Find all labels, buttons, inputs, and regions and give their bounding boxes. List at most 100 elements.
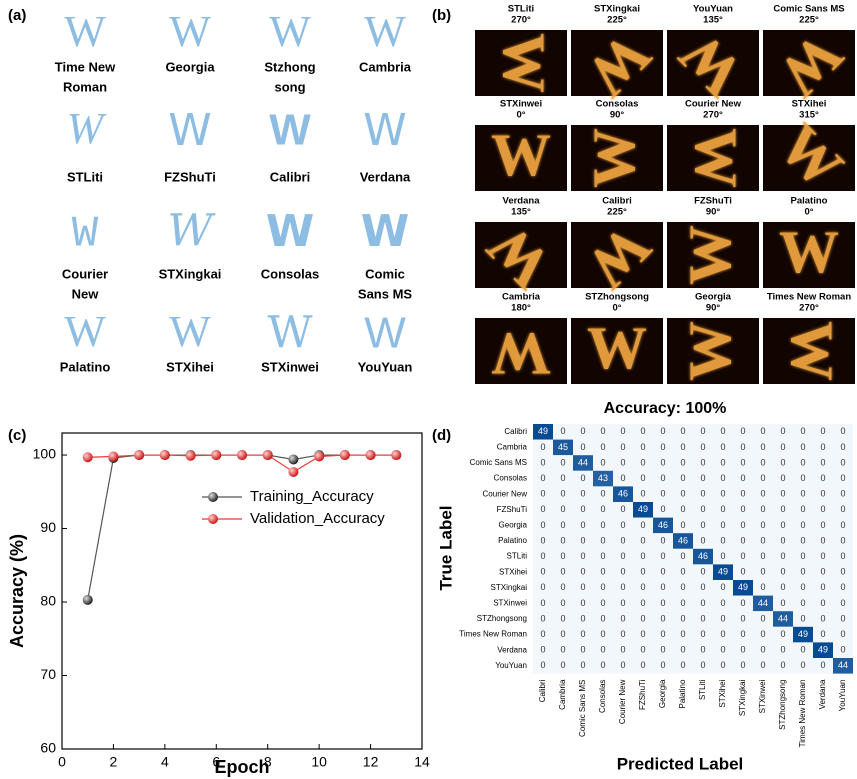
image-title: Verdana bbox=[503, 196, 541, 207]
cell-value: 0 bbox=[720, 551, 725, 561]
image-frame bbox=[763, 318, 855, 384]
matrix-cell bbox=[593, 626, 613, 643]
image-frame bbox=[571, 125, 663, 191]
font-label: STXinwei bbox=[261, 359, 319, 374]
cell-value: 0 bbox=[800, 504, 805, 514]
cell-value: 0 bbox=[620, 535, 625, 545]
cell-value: 0 bbox=[580, 613, 585, 623]
col-label: STXihei bbox=[718, 679, 727, 707]
image-angle: 225° bbox=[607, 15, 627, 26]
matrix-cell bbox=[613, 642, 633, 658]
matrix-cell bbox=[693, 486, 713, 502]
cell-value: 0 bbox=[600, 457, 605, 467]
cell-value: 0 bbox=[720, 504, 725, 514]
matrix-cell bbox=[753, 517, 773, 534]
matrix-cell bbox=[793, 580, 813, 596]
cell-value: 0 bbox=[840, 457, 845, 467]
cell-value: 0 bbox=[560, 551, 565, 561]
cell-value: 0 bbox=[740, 520, 745, 530]
cell-value: 0 bbox=[540, 473, 545, 483]
font-label: Georgia bbox=[165, 59, 215, 74]
cell-value: 0 bbox=[560, 535, 565, 545]
cell-value: 0 bbox=[780, 457, 785, 467]
image-frame bbox=[763, 30, 855, 96]
matrix-cell bbox=[553, 658, 573, 674]
image-frame bbox=[667, 222, 759, 288]
row-label: STLiti bbox=[507, 552, 528, 561]
cell-value: 0 bbox=[720, 598, 725, 608]
matrix-cell bbox=[693, 470, 713, 487]
matrix-cell bbox=[693, 517, 713, 534]
cell-value: 0 bbox=[800, 426, 805, 436]
matrix-cell bbox=[773, 424, 793, 440]
cell-value: 0 bbox=[640, 457, 645, 467]
cell-value: 0 bbox=[840, 629, 845, 639]
matrix-cell bbox=[633, 517, 653, 534]
cell-value: 0 bbox=[780, 551, 785, 561]
cell-value: 0 bbox=[600, 613, 605, 623]
glyph: W bbox=[169, 307, 211, 356]
matrix-cell bbox=[573, 595, 593, 612]
matrix-cell bbox=[533, 533, 553, 549]
matrix-cell bbox=[733, 517, 753, 534]
cell-value: 0 bbox=[660, 629, 665, 639]
cell-value: 0 bbox=[560, 473, 565, 483]
image-angle: 180° bbox=[511, 303, 531, 314]
matrix-cell bbox=[553, 470, 573, 487]
cell-value: 0 bbox=[600, 598, 605, 608]
matrix-cell bbox=[653, 502, 673, 518]
matrix-cell bbox=[673, 470, 693, 487]
matrix-cell bbox=[533, 642, 553, 658]
matrix-cell bbox=[713, 564, 733, 580]
cell-value: 0 bbox=[740, 426, 745, 436]
matrix-cell bbox=[753, 424, 773, 440]
matrix-cell bbox=[673, 580, 693, 596]
cell-value: 0 bbox=[680, 629, 685, 639]
matrix-cell bbox=[753, 642, 773, 658]
matrix-cell bbox=[553, 517, 573, 534]
cell-value: 46 bbox=[678, 535, 688, 545]
col-label: Consolas bbox=[598, 680, 607, 713]
y-tick-label: 70 bbox=[40, 666, 56, 682]
col-label: STZhongsong bbox=[778, 680, 787, 730]
image-angle: 90° bbox=[706, 207, 721, 218]
cell-value: 0 bbox=[660, 457, 665, 467]
cell-value: 0 bbox=[700, 426, 705, 436]
cell-value: 0 bbox=[740, 645, 745, 655]
row-label: Calibri bbox=[504, 427, 527, 436]
cell-value: 0 bbox=[760, 567, 765, 577]
image-title: Georgia bbox=[695, 292, 732, 303]
matrix-cell bbox=[753, 486, 773, 502]
matrix-cell bbox=[753, 658, 773, 674]
matrix-cell bbox=[753, 564, 773, 580]
image-frame bbox=[763, 125, 855, 191]
cell-value: 0 bbox=[700, 567, 705, 577]
matrix-cell bbox=[553, 455, 573, 471]
row-label: YouYuan bbox=[495, 661, 527, 670]
image-title: Times New Roman bbox=[767, 292, 851, 303]
plot-frame bbox=[61, 432, 423, 750]
cell-value: 0 bbox=[720, 520, 725, 530]
cell-value: 0 bbox=[760, 613, 765, 623]
cell-value: 0 bbox=[560, 629, 565, 639]
matrix-cell bbox=[793, 626, 813, 643]
image-title: Courier New bbox=[685, 99, 742, 110]
matrix-cell bbox=[653, 642, 673, 658]
font-label: Cambria bbox=[359, 59, 412, 74]
cell-value: 0 bbox=[740, 551, 745, 561]
matrix-cell bbox=[833, 439, 853, 456]
matrix-cell bbox=[613, 626, 633, 643]
matrix-cell bbox=[693, 502, 713, 518]
col-label: Calibri bbox=[538, 679, 547, 702]
matrix-cell bbox=[793, 502, 813, 518]
cell-value: 0 bbox=[600, 504, 605, 514]
data-point bbox=[185, 450, 196, 461]
y-tick-label: 90 bbox=[40, 519, 56, 535]
matrix-cell bbox=[553, 564, 573, 580]
image-angle: 225° bbox=[607, 207, 627, 218]
matrix-cell bbox=[713, 424, 733, 440]
matrix-cell bbox=[573, 548, 593, 565]
cell-value: 0 bbox=[780, 489, 785, 499]
cell-value: 0 bbox=[680, 489, 685, 499]
panel-label: (b) bbox=[432, 7, 451, 24]
